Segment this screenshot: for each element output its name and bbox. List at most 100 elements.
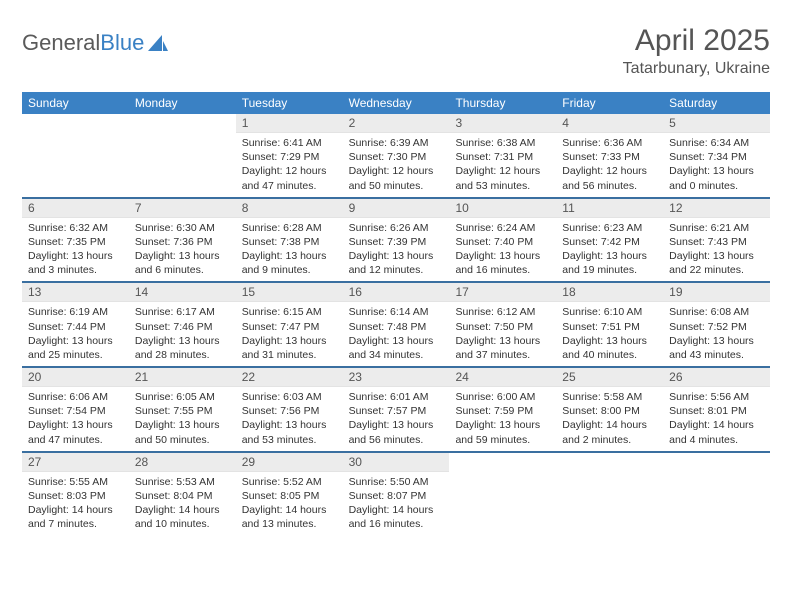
day-data: Sunrise: 6:10 AMSunset: 7:51 PMDaylight:… (556, 302, 663, 366)
sunrise-text: Sunrise: 6:03 AM (242, 390, 337, 404)
day-number: 8 (236, 199, 343, 218)
day-data: Sunrise: 6:01 AMSunset: 7:57 PMDaylight:… (343, 387, 450, 451)
day-data: Sunrise: 6:17 AMSunset: 7:46 PMDaylight:… (129, 302, 236, 366)
sunset-text: Sunset: 7:43 PM (669, 235, 764, 249)
sunset-text: Sunset: 7:51 PM (562, 320, 657, 334)
day-data: Sunrise: 6:30 AMSunset: 7:36 PMDaylight:… (129, 218, 236, 282)
day-data: Sunrise: 6:23 AMSunset: 7:42 PMDaylight:… (556, 218, 663, 282)
location: Tatarbunary, Ukraine (623, 60, 770, 78)
week-row: 27Sunrise: 5:55 AMSunset: 8:03 PMDayligh… (22, 453, 770, 536)
day-cell: 2Sunrise: 6:39 AMSunset: 7:30 PMDaylight… (343, 114, 450, 197)
day-data: Sunrise: 5:53 AMSunset: 8:04 PMDaylight:… (129, 472, 236, 536)
daylight-text: Daylight: 13 hours and 6 minutes. (135, 249, 230, 277)
day-cell: 19Sunrise: 6:08 AMSunset: 7:52 PMDayligh… (663, 283, 770, 366)
day-data: Sunrise: 6:06 AMSunset: 7:54 PMDaylight:… (22, 387, 129, 451)
daylight-text: Daylight: 14 hours and 13 minutes. (242, 503, 337, 531)
day-number: 14 (129, 283, 236, 302)
day-number: 6 (22, 199, 129, 218)
daylight-text: Daylight: 14 hours and 10 minutes. (135, 503, 230, 531)
day-cell: 27Sunrise: 5:55 AMSunset: 8:03 PMDayligh… (22, 453, 129, 536)
day-number: 10 (449, 199, 556, 218)
sunrise-text: Sunrise: 5:55 AM (28, 475, 123, 489)
day-number: 11 (556, 199, 663, 218)
header-row: GeneralBlue April 2025 Tatarbunary, Ukra… (22, 24, 770, 78)
sunset-text: Sunset: 7:29 PM (242, 150, 337, 164)
day-data: Sunrise: 5:50 AMSunset: 8:07 PMDaylight:… (343, 472, 450, 536)
day-data: Sunrise: 6:19 AMSunset: 7:44 PMDaylight:… (22, 302, 129, 366)
daylight-text: Daylight: 13 hours and 47 minutes. (28, 418, 123, 446)
daylight-text: Daylight: 13 hours and 59 minutes. (455, 418, 550, 446)
day-data: Sunrise: 5:56 AMSunset: 8:01 PMDaylight:… (663, 387, 770, 451)
day-data: Sunrise: 6:39 AMSunset: 7:30 PMDaylight:… (343, 133, 450, 197)
daylight-text: Daylight: 13 hours and 25 minutes. (28, 334, 123, 362)
day-number: 22 (236, 368, 343, 387)
week-row: 1 Sunrise: 6:41 AMSunset: 7:29 PM Daylight… (22, 114, 770, 197)
sunrise-text: Sunrise: 6:30 AM (135, 221, 230, 235)
sunset-text: Sunset: 7:56 PM (242, 404, 337, 418)
page: GeneralBlue April 2025 Tatarbunary, Ukra… (0, 0, 792, 535)
dow-cell: Friday (556, 92, 663, 114)
sunrise-text: Sunrise: 6:15 AM (242, 305, 337, 319)
sunrise-text: Sunrise: 5:58 AM (562, 390, 657, 404)
sunset-text: Sunset: 8:05 PM (242, 489, 337, 503)
sunrise-text: Sunrise: 6:39 AM (349, 136, 444, 150)
sunset-text: Sunset: 7:30 PM (349, 150, 444, 164)
day-data: Sunrise: 6:14 AMSunset: 7:48 PMDaylight:… (343, 302, 450, 366)
day-number: 20 (22, 368, 129, 387)
day-cell: 18Sunrise: 6:10 AMSunset: 7:51 PMDayligh… (556, 283, 663, 366)
day-cell: 13Sunrise: 6:19 AMSunset: 7:44 PMDayligh… (22, 283, 129, 366)
dow-cell: Tuesday (236, 92, 343, 114)
sunrise-text: Sunrise: 6:08 AM (669, 305, 764, 319)
day-data: Sunrise: 5:52 AMSunset: 8:05 PMDaylight:… (236, 472, 343, 536)
sunrise-text: Sunrise: 5:56 AM (669, 390, 764, 404)
day-cell: 28Sunrise: 5:53 AMSunset: 8:04 PMDayligh… (129, 453, 236, 536)
sunset-text: Sunset: 7:57 PM (349, 404, 444, 418)
sunset-text: Sunset: 7:31 PM (455, 150, 550, 164)
day-cell: 20Sunrise: 6:06 AMSunset: 7:54 PMDayligh… (22, 368, 129, 451)
sunset-text: Sunset: 7:35 PM (28, 235, 123, 249)
logo-sail-icon (148, 35, 168, 51)
day-cell (22, 114, 129, 197)
day-cell: 6Sunrise: 6:32 AMSunset: 7:35 PMDaylight… (22, 199, 129, 282)
day-cell (556, 453, 663, 536)
day-number: 7 (129, 199, 236, 218)
daylight-text: Daylight: 14 hours and 4 minutes. (669, 418, 764, 446)
daylight-text: Daylight: 13 hours and 34 minutes. (349, 334, 444, 362)
day-data: Sunrise: 6:00 AMSunset: 7:59 PMDaylight:… (449, 387, 556, 451)
sunrise-text: Sunrise: 6:24 AM (455, 221, 550, 235)
day-data: Sunrise: 6:24 AMSunset: 7:40 PMDaylight:… (449, 218, 556, 282)
logo-text-a: General (22, 30, 100, 56)
dow-cell: Monday (129, 92, 236, 114)
day-cell: 7Sunrise: 6:30 AMSunset: 7:36 PMDaylight… (129, 199, 236, 282)
day-cell: 8Sunrise: 6:28 AMSunset: 7:38 PMDaylight… (236, 199, 343, 282)
sunset-text: Sunset: 7:38 PM (242, 235, 337, 249)
daylight-text: Daylight: 14 hours and 16 minutes. (349, 503, 444, 531)
sunrise-text: Sunrise: 5:52 AM (242, 475, 337, 489)
day-data: Sunrise: 5:55 AMSunset: 8:03 PMDaylight:… (22, 472, 129, 536)
sunrise-text: Sunrise: 6:21 AM (669, 221, 764, 235)
daylight-text: Daylight: 13 hours and 53 minutes. (242, 418, 337, 446)
day-cell: 30Sunrise: 5:50 AMSunset: 8:07 PMDayligh… (343, 453, 450, 536)
sunset-text: Sunset: 7:50 PM (455, 320, 550, 334)
sunrise-text: Sunrise: 6:05 AM (135, 390, 230, 404)
sunrise-text: Sunrise: 6:23 AM (562, 221, 657, 235)
day-data: Sunrise: 6:28 AMSunset: 7:38 PMDaylight:… (236, 218, 343, 282)
daylight-text: Daylight: 13 hours and 50 minutes. (135, 418, 230, 446)
sunrise-text: Sunrise: 6:32 AM (28, 221, 123, 235)
daylight-text: Daylight: 13 hours and 28 minutes. (135, 334, 230, 362)
day-number: 9 (343, 199, 450, 218)
day-number: 12 (663, 199, 770, 218)
day-cell: 12Sunrise: 6:21 AMSunset: 7:43 PMDayligh… (663, 199, 770, 282)
day-number: 1 (236, 114, 343, 133)
day-number: 26 (663, 368, 770, 387)
daylight-text: Daylight: 13 hours and 31 minutes. (242, 334, 337, 362)
sunrise-text: Sunrise: 6:41 AM (242, 136, 337, 150)
daylight-text: Daylight: 14 hours and 2 minutes. (562, 418, 657, 446)
daylight-text: Daylight: 13 hours and 0 minutes. (669, 164, 764, 192)
day-cell: 10Sunrise: 6:24 AMSunset: 7:40 PMDayligh… (449, 199, 556, 282)
sunset-text: Sunset: 7:54 PM (28, 404, 123, 418)
daylight-text: Daylight: 12 hours and 50 minutes. (349, 164, 444, 192)
day-data: Sunrise: 6:32 AMSunset: 7:35 PMDaylight:… (22, 218, 129, 282)
dow-cell: Sunday (22, 92, 129, 114)
day-data: Sunrise: 6:26 AMSunset: 7:39 PMDaylight:… (343, 218, 450, 282)
